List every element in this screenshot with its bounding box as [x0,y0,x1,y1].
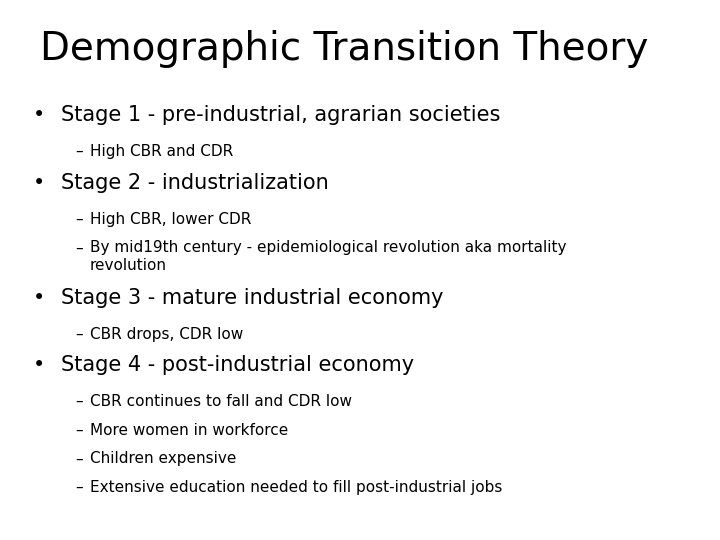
Text: Children expensive: Children expensive [90,451,236,467]
Text: More women in workforce: More women in workforce [90,423,288,438]
Text: •: • [32,355,45,375]
Text: High CBR and CDR: High CBR and CDR [90,144,233,159]
Text: CBR drops, CDR low: CBR drops, CDR low [90,327,243,342]
Text: –: – [76,144,84,159]
Text: Stage 3 - mature industrial economy: Stage 3 - mature industrial economy [61,288,444,308]
Text: By mid19th century - epidemiological revolution aka mortality
revolution: By mid19th century - epidemiological rev… [90,240,567,273]
Text: •: • [32,173,45,193]
Text: CBR continues to fall and CDR low: CBR continues to fall and CDR low [90,394,352,409]
Text: Extensive education needed to fill post-industrial jobs: Extensive education needed to fill post-… [90,480,503,495]
Text: –: – [76,480,84,495]
Text: –: – [76,327,84,342]
Text: –: – [76,240,84,255]
Text: •: • [32,288,45,308]
Text: High CBR, lower CDR: High CBR, lower CDR [90,212,251,227]
Text: –: – [76,451,84,467]
Text: •: • [32,105,45,125]
Text: Stage 1 - pre-industrial, agrarian societies: Stage 1 - pre-industrial, agrarian socie… [61,105,500,125]
Text: Stage 2 - industrialization: Stage 2 - industrialization [61,173,329,193]
Text: –: – [76,423,84,438]
Text: Demographic Transition Theory: Demographic Transition Theory [40,30,648,68]
Text: –: – [76,394,84,409]
Text: Stage 4 - post-industrial economy: Stage 4 - post-industrial economy [61,355,414,375]
Text: –: – [76,212,84,227]
